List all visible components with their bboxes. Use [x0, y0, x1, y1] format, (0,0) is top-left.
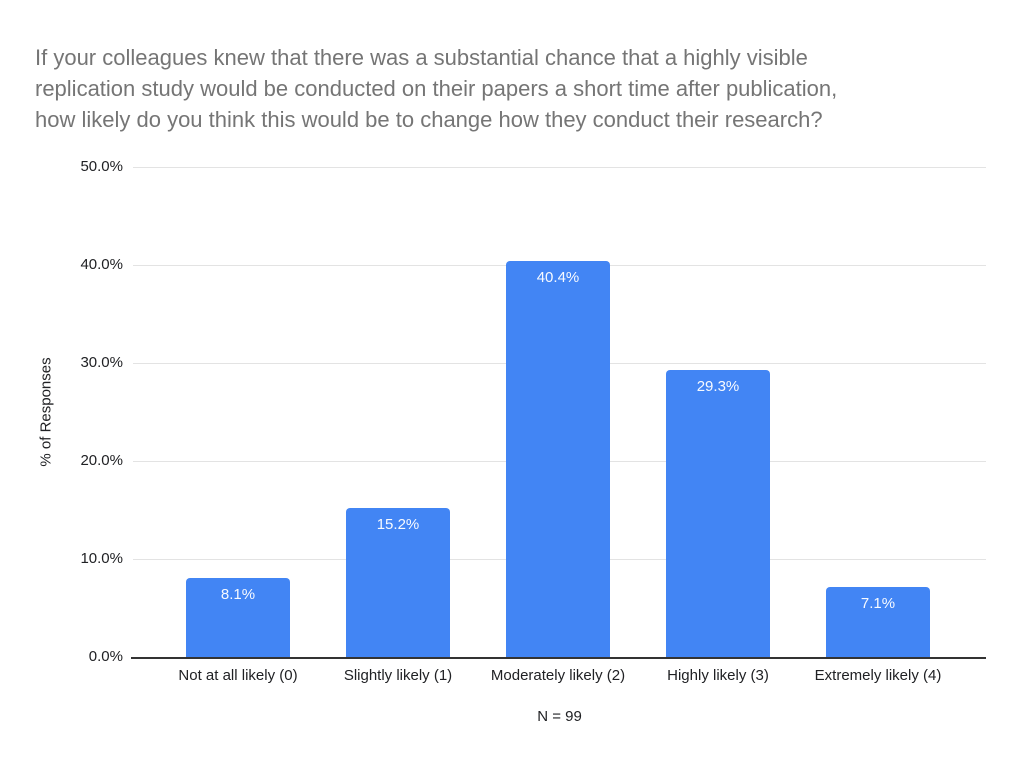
y-tick-label: 40.0% — [80, 256, 123, 273]
bar-value-label: 40.4% — [536, 269, 580, 286]
y-tick-label: 20.0% — [80, 452, 123, 469]
bar-value-label: 8.1% — [220, 586, 256, 603]
bar-2: 15.2% — [346, 508, 450, 657]
sample-size-footnote: N = 99 — [537, 708, 582, 725]
bar-value-label: 29.3% — [696, 378, 740, 395]
y-tick-label: 10.0% — [80, 550, 123, 567]
bar-value-label: 7.1% — [860, 595, 896, 612]
x-category-label: Slightly likely (1) — [343, 667, 453, 684]
bar-value-label: 15.2% — [376, 516, 420, 533]
x-category-label: Extremely likely (4) — [814, 667, 942, 684]
y-axis-title-text: % of Responses — [37, 357, 55, 467]
bar-3: 40.4% — [506, 261, 610, 657]
y-tick-label: 0.0% — [88, 648, 123, 665]
chart-title: If your colleagues knew that there was a… — [35, 42, 995, 135]
bar-1: 8.1% — [186, 578, 290, 657]
y-tick-label: 30.0% — [80, 354, 123, 371]
bar-5: 7.1% — [826, 587, 930, 657]
x-category-label: Not at all likely (0) — [178, 667, 298, 684]
chart-title-line-2: replication study would be conducted on … — [35, 76, 838, 101]
x-category-label: Highly likely (3) — [667, 667, 769, 684]
gridline — [133, 167, 986, 168]
x-axis-baseline — [131, 657, 986, 659]
bar-4: 29.3% — [666, 370, 770, 657]
y-tick-label: 50.0% — [80, 158, 123, 175]
chart-title-line-1: If your colleagues knew that there was a… — [35, 45, 808, 70]
x-category-label: Moderately likely (2) — [490, 667, 626, 684]
chart-title-line-3: how likely do you think this would be to… — [35, 107, 823, 132]
